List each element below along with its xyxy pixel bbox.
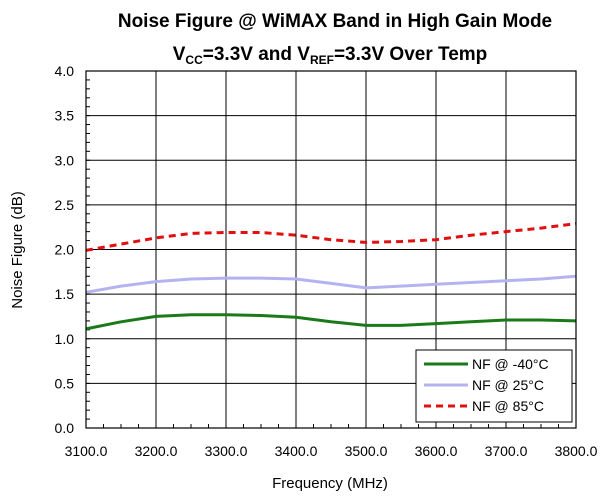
chart-subtitle: VCC=3.3V and VREF=3.3V Over Temp (173, 44, 488, 67)
subtitle-part: =3.3V and V (203, 44, 311, 65)
x-tick-label: 3600.0 (415, 443, 458, 459)
y-axis-label: Noise Figure (dB) (9, 191, 26, 309)
axes (85, 70, 577, 429)
series-line-1 (85, 313, 577, 331)
x-tick-label: 3700.0 (485, 443, 528, 459)
legend-label: NF @ 85°C (472, 398, 544, 414)
x-tick-labels: 3100.0 3200.0 3300.0 3400.0 3500.0 3600.0 3700… (65, 443, 598, 459)
legend-label: NF @ -40°C (472, 356, 549, 372)
series-lines (85, 222, 577, 331)
y-tick-labels: 0.0 0.5 1.0 1.5 2.0 2.5 3.0 3.5 4.0 (55, 63, 75, 436)
y-tick-label: 2.0 (55, 242, 75, 258)
x-axis-label: Frequency (MHz) (272, 475, 388, 492)
y-tick-label: 1.0 (55, 331, 75, 347)
y-tick-label: 0.5 (55, 375, 75, 391)
x-tick-label: 3100.0 (65, 443, 108, 459)
subtitle-subscript: REF (310, 53, 334, 67)
x-tick-label: 3500.0 (345, 443, 388, 459)
legend: NF @ -40°C NF @ 25°C NF @ 85°C (415, 349, 573, 423)
y-tick-label: 3.5 (55, 108, 75, 124)
x-tick-label: 3800.0 (555, 443, 598, 459)
y-tick-label: 3.0 (55, 152, 75, 168)
y-tick-label: 0.0 (55, 420, 75, 436)
chart-title: Noise Figure @ WiMAX Band in High Gain M… (118, 11, 552, 32)
y-tick-label: 2.5 (55, 197, 75, 213)
subtitle-subscript: CC (185, 53, 203, 67)
y-tick-label: 1.5 (55, 286, 75, 302)
series-line-3 (85, 222, 577, 252)
series-line-2 (85, 274, 577, 294)
x-tick-label: 3300.0 (205, 443, 248, 459)
x-tick-label: 3400.0 (275, 443, 318, 459)
legend-label: NF @ 25°C (472, 377, 544, 393)
subtitle-part: V (173, 44, 186, 65)
x-tick-label: 3200.0 (135, 443, 178, 459)
plot-frame (85, 70, 577, 429)
subtitle-part: =3.3V Over Temp (334, 44, 487, 65)
y-tick-label: 4.0 (55, 63, 75, 79)
